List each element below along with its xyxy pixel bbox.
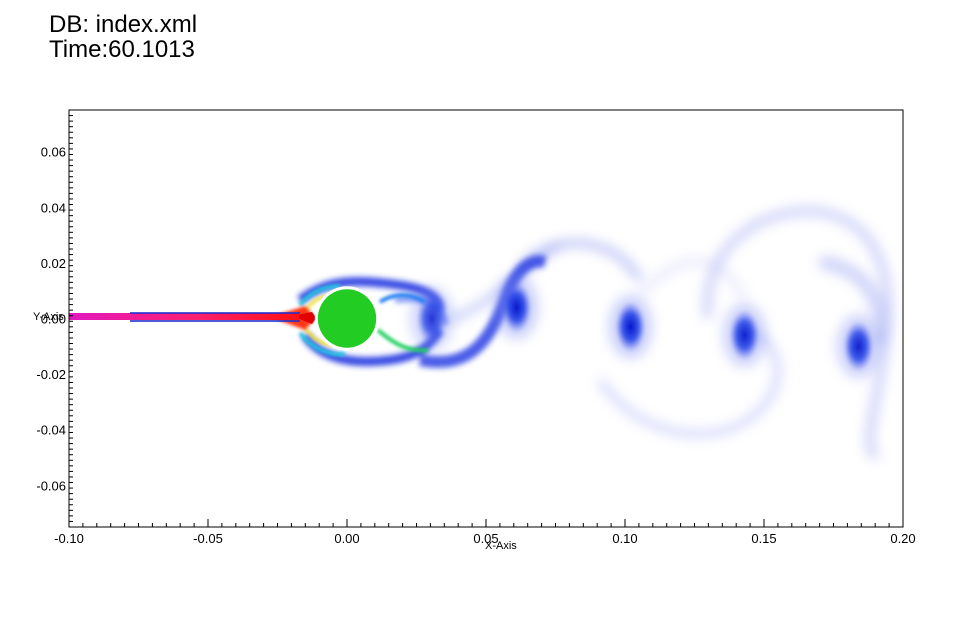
x-tick-label: -0.05 bbox=[193, 531, 223, 546]
vortex-cores bbox=[409, 275, 881, 379]
tick-labels: -0.10 -0.05 0.00 0.05 0.10 0.15 0.20 0.06 0.04 0.… bbox=[36, 145, 915, 546]
x-tick-label: 0.20 bbox=[890, 531, 915, 546]
y-tick-label: 0.00 bbox=[41, 312, 66, 327]
vortex-core bbox=[494, 275, 539, 340]
flow-field bbox=[69, 206, 893, 460]
x-axis-label: X-Axis bbox=[485, 540, 517, 552]
axis-ticks bbox=[68, 109, 904, 528]
y-tick-label: -0.04 bbox=[36, 423, 66, 438]
vortex-core bbox=[409, 286, 454, 351]
y-tick-label: 0.06 bbox=[41, 145, 66, 160]
database-label: DB: index.xml bbox=[49, 11, 198, 38]
y-tick-label: 0.04 bbox=[41, 200, 66, 215]
y-tick-label: -0.06 bbox=[36, 478, 66, 493]
vortex-core bbox=[836, 314, 881, 379]
x-tick-label: 0.00 bbox=[334, 531, 359, 546]
vortex-core bbox=[722, 303, 767, 368]
y-tick-label: 0.02 bbox=[41, 256, 66, 271]
y-tick-label: -0.02 bbox=[36, 367, 66, 382]
inflow-streak bbox=[69, 312, 300, 322]
cylinder bbox=[317, 289, 377, 348]
time-label: Time:60.1013 bbox=[49, 36, 195, 63]
x-tick-label: 0.05 bbox=[473, 531, 498, 546]
x-tick-label: -0.10 bbox=[54, 531, 84, 546]
x-tick-label: 0.15 bbox=[751, 531, 776, 546]
vortex-core bbox=[608, 294, 653, 359]
y-axis-label: Y-Axis bbox=[33, 311, 64, 323]
x-tick-label: 0.10 bbox=[612, 531, 637, 546]
